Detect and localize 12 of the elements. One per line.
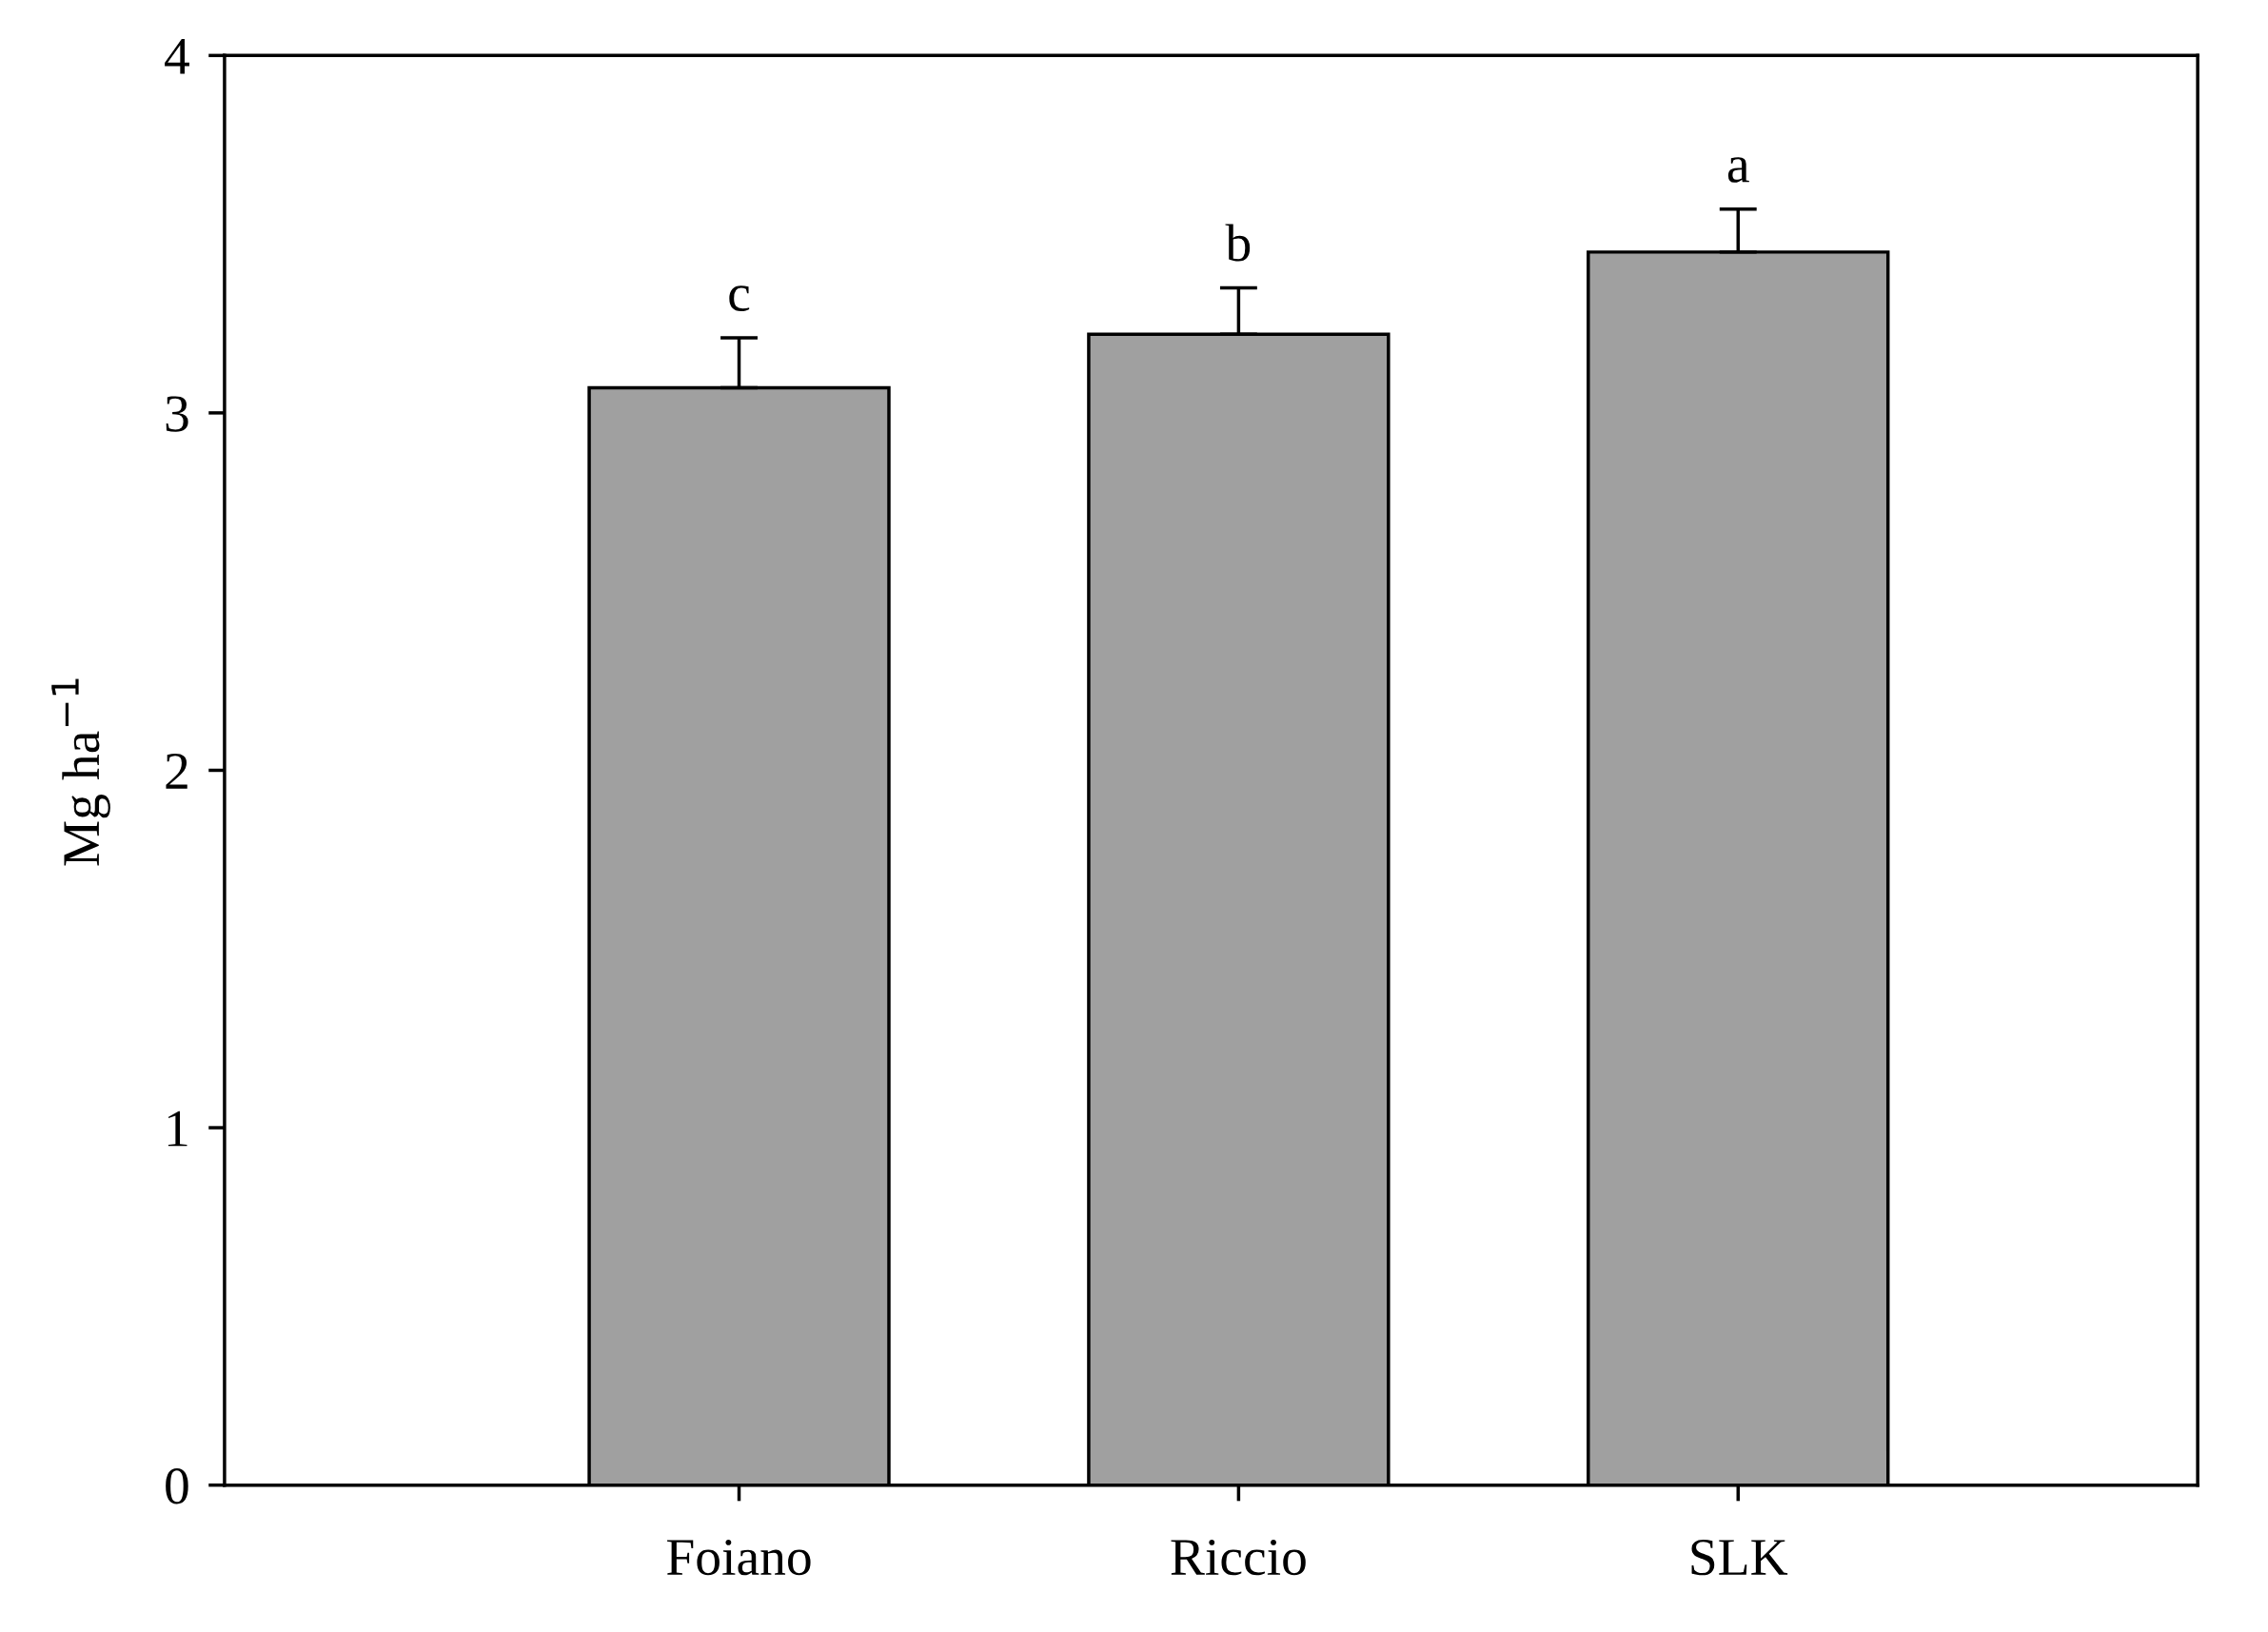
x-tick-label: Riccio bbox=[1171, 1539, 1306, 1576]
annotation: a bbox=[1727, 157, 1749, 183]
y-tick-label: 2 bbox=[166, 753, 187, 789]
y-tick-label: 3 bbox=[166, 396, 188, 432]
y-tick-label: 1 bbox=[168, 1111, 187, 1147]
x-tick-label: SLK bbox=[1691, 1539, 1788, 1576]
y-tick-label: 0 bbox=[166, 1467, 188, 1504]
y-axis-title: Mg ha$^{−1}$ bbox=[51, 678, 110, 866]
y-tick-label: 4 bbox=[165, 39, 189, 74]
x-tick-label: Foiano bbox=[666, 1539, 811, 1576]
annotation: c bbox=[729, 285, 750, 312]
annotation: b bbox=[1225, 224, 1251, 262]
